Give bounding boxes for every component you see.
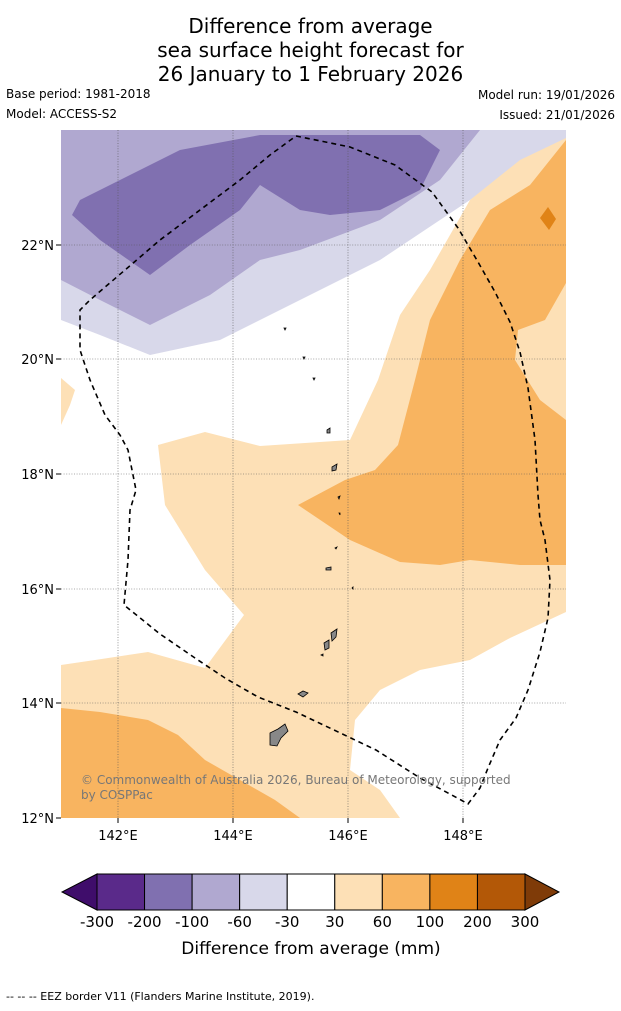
gridlines [61, 130, 566, 818]
island-guam [269, 723, 289, 747]
title-line-2: sea surface height forecast for [157, 38, 464, 62]
colorbar-tick-label: -60 [227, 913, 252, 931]
lon-label: 142°E [98, 829, 138, 844]
colorbar-tick-label: 300 [511, 913, 540, 931]
contour-pos-60-southwest [61, 708, 300, 818]
model-run: Model run: 19/01/2026 [477, 88, 615, 102]
title-line-3: 26 January to 1 February 2026 [157, 62, 464, 86]
base-period: Base period: 1981-2018 [6, 87, 151, 101]
colorbar-segment [476, 873, 526, 911]
islands [269, 327, 354, 747]
island-north-speck [283, 327, 287, 331]
colorbar-tick-label: -30 [275, 913, 300, 931]
colorbar-segment [381, 873, 431, 911]
colorbar-tick-label: 200 [463, 913, 492, 931]
colorbar-segment [286, 873, 336, 911]
island-asuncion [326, 427, 331, 434]
colorbar-segment [239, 873, 288, 911]
lat-label: 18°N [21, 468, 54, 483]
lat-label: 12°N [21, 812, 54, 827]
island-anatahan [325, 566, 332, 571]
lat-label: 20°N [21, 353, 54, 368]
island-aguijan [320, 653, 324, 657]
lat-label: 16°N [21, 583, 54, 598]
colorbar-tick-label: 60 [373, 913, 392, 931]
island-pagan-north [337, 495, 341, 501]
title-line-1: Difference from average [188, 14, 433, 38]
colorbar-tick-label: -200 [128, 913, 162, 931]
island-rota [297, 690, 309, 698]
colorbar-low-extension [60, 873, 98, 911]
map-title: Difference from average sea surface heig… [0, 14, 621, 86]
island-pagan-south [338, 512, 341, 516]
colorbar-tick-label: 100 [416, 913, 445, 931]
copyright-line-1: © Commonwealth of Australia 2026, Bureau… [81, 773, 511, 787]
contour-pos-30-west-edge [61, 378, 75, 425]
colorbar-segment [144, 873, 193, 911]
colorbar-segment [334, 873, 383, 911]
colorbar-tick-label: -100 [175, 913, 209, 931]
island-tinian [323, 639, 330, 651]
colorbar-label: Difference from average (mm) [181, 939, 440, 959]
contour-pos-100-blob [540, 207, 556, 230]
island-maug [312, 377, 316, 381]
colorbar-tick-label: -300 [80, 913, 114, 931]
colorbar-segment [191, 873, 241, 911]
lon-label: 148°E [443, 829, 483, 844]
lat-label: 22°N [21, 239, 54, 254]
island-alamagan [334, 546, 338, 550]
colorbar-high-extension [524, 873, 561, 911]
lon-label: 146°E [328, 829, 368, 844]
island-agrihan [331, 463, 338, 472]
map-plot-area: © Commonwealth of Australia 2026, Bureau… [61, 130, 566, 818]
model-name: Model: ACCESS-S2 [6, 107, 118, 121]
island-saipan [330, 628, 338, 642]
contour-pos-60-east [298, 140, 566, 565]
colorbar: -300 -200 -100 -60 -30 30 60 100 200 300 Differen… [60, 873, 561, 959]
colorbar-segment [96, 873, 146, 911]
issued-date: Issued: 21/01/2026 [499, 108, 615, 122]
island-sarigan [351, 586, 354, 590]
colorbar-tick-label: 30 [325, 913, 344, 931]
island-uracas [302, 356, 306, 360]
lat-label: 14°N [21, 697, 54, 712]
copyright-line-2: by COSPPac [81, 788, 153, 802]
eez-footnote: -- -- -- EEZ border V11 (Flanders Marine… [6, 990, 315, 1003]
axis-ticks [56, 244, 464, 823]
lon-label: 144°E [213, 829, 253, 844]
colorbar-segment [429, 873, 478, 911]
